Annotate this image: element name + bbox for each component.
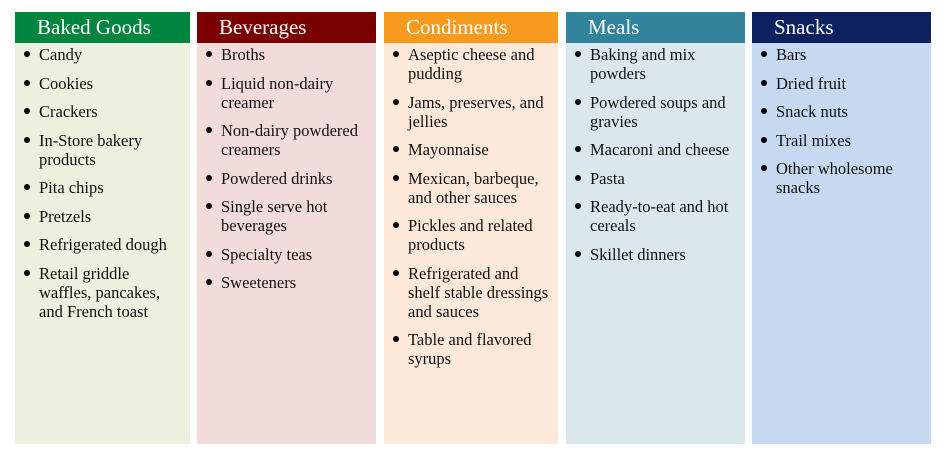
column-condiments: Condiments Aseptic cheese and pudding Ja… [384,12,558,444]
column-body-meals: Baking and mix powders Powdered soups an… [566,43,745,444]
list-item: Other wholesome snacks [752,159,931,197]
list-item: Snack nuts [752,102,931,121]
list-item: Non-dairy powdered creamers [197,121,376,159]
list-item: Cookies [15,74,190,93]
column-meals: Meals Baking and mix powders Powdered so… [566,12,745,444]
column-snacks: Snacks Bars Dried fruit Snack nuts Trail… [752,12,931,444]
column-body-snacks: Bars Dried fruit Snack nuts Trail mixes … [752,43,931,444]
column-header-condiments: Condiments [384,12,558,43]
list-item: Ready-to-eat and hot cereals [566,197,745,235]
list-item: Pasta [566,169,745,188]
column-beverages: Beverages Broths Liquid non-dairy creame… [197,12,376,444]
column-header-beverages: Beverages [197,12,376,43]
list-item: Skillet dinners [566,245,745,264]
item-list-condiments: Aseptic cheese and pudding Jams, preserv… [384,45,558,368]
list-item: Candy [15,45,190,64]
list-item: Table and flavored syrups [384,330,558,368]
column-header-snacks: Snacks [752,12,931,43]
list-item: Jams, preserves, and jellies [384,93,558,131]
item-list-beverages: Broths Liquid non-dairy creamer Non-dair… [197,45,376,292]
list-item: Powdered drinks [197,169,376,188]
column-header-baked-goods: Baked Goods [15,12,190,43]
list-item: Mayonnaise [384,140,558,159]
list-item: Mexican, barbeque, and other sauces [384,169,558,207]
list-item: Broths [197,45,376,64]
list-item: Aseptic cheese and pudding [384,45,558,83]
list-item: Crackers [15,102,190,121]
list-item: Refrigerated and shelf stable dressings … [384,264,558,321]
column-header-meals: Meals [566,12,745,43]
list-item: Liquid non-dairy creamer [197,74,376,112]
item-list-meals: Baking and mix powders Powdered soups an… [566,45,745,264]
list-item: In-Store bakery products [15,131,190,169]
list-item: Pretzels [15,207,190,226]
list-item: Retail griddle waffles, pancakes, and Fr… [15,264,190,321]
column-body-beverages: Broths Liquid non-dairy creamer Non-dair… [197,43,376,444]
list-item: Pickles and related products [384,216,558,254]
list-item: Macaroni and cheese [566,140,745,159]
list-item: Single serve hot beverages [197,197,376,235]
list-item: Powdered soups and gravies [566,93,745,131]
item-list-baked-goods: Candy Cookies Crackers In-Store bakery p… [15,45,190,321]
column-baked-goods: Baked Goods Candy Cookies Crackers In-St… [15,12,190,444]
list-item: Sweeteners [197,273,376,292]
list-item: Refrigerated dough [15,235,190,254]
column-body-baked-goods: Candy Cookies Crackers In-Store bakery p… [15,43,190,444]
list-item: Baking and mix powders [566,45,745,83]
column-body-condiments: Aseptic cheese and pudding Jams, preserv… [384,43,558,444]
list-item: Dried fruit [752,74,931,93]
list-item: Trail mixes [752,131,931,150]
item-list-snacks: Bars Dried fruit Snack nuts Trail mixes … [752,45,931,197]
list-item: Pita chips [15,178,190,197]
list-item: Specialty teas [197,245,376,264]
list-item: Bars [752,45,931,64]
